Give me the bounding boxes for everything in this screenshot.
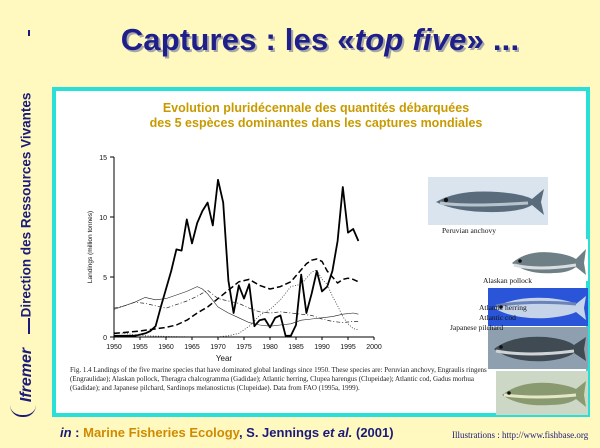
fish-label-herring: Atlantic herring: [479, 303, 527, 312]
y-tick-label: 15: [99, 155, 107, 162]
x-tick-label: 1960: [158, 344, 174, 351]
y-axis-label: Landings (million tonnes): [87, 211, 94, 283]
x-tick-label: 1990: [314, 344, 330, 351]
anchovy-fish-photo: [428, 177, 548, 225]
ifremer-logo-swoosh-icon: [10, 405, 36, 417]
cod-fish-photo: [488, 327, 588, 369]
y-tick-label: 0: [103, 335, 107, 342]
data-point: [238, 303, 239, 304]
sidebar-rule-top: [28, 30, 30, 36]
footer-book: Marine Fisheries Ecology: [83, 425, 239, 440]
footer-authors: , S. Jennings: [238, 425, 320, 440]
x-tick-label: 1970: [210, 344, 226, 351]
figure-caption: Fig. 1.4 Landings of the five marine spe…: [70, 366, 487, 392]
series-line-atlantic-herring: [113, 286, 359, 327]
sidebar: Direction des Ressources Vivantes Ifreme…: [0, 0, 52, 448]
pilchard-fish-photo: [496, 371, 588, 415]
figure-heading-line2: des 5 espèces dominantes dans les captur…: [149, 116, 483, 130]
slide-title-emph: top five: [354, 22, 467, 57]
sidebar-rule-mid: [28, 318, 30, 334]
slide-title-suffix: » ...: [466, 22, 520, 57]
series-line-atlantic-cod: [113, 289, 359, 323]
data-point: [140, 331, 141, 332]
data-point: [353, 328, 354, 329]
footer-source: in : Marine Fisheries Ecology, S. Jennin…: [60, 425, 394, 440]
data-point: [342, 279, 343, 280]
herring-fish-photo: [488, 288, 588, 326]
figure-heading: Evolution pluridécennale des quantités d…: [96, 101, 536, 131]
y-tick-label: 5: [103, 275, 107, 282]
data-point: [332, 296, 333, 297]
y-tick-label: 10: [99, 215, 107, 222]
slide-title-prefix: Captures : les «: [120, 22, 355, 57]
x-tick-label: 1995: [340, 344, 356, 351]
fish-label-pollock: Alaskan pollock: [483, 276, 532, 285]
series-line-peruvian-anchovy: [114, 178, 360, 337]
x-tick-label: 1980: [262, 344, 278, 351]
slide-title: Captures : les «top five» ...: [60, 22, 580, 58]
x-tick-label: 1975: [236, 344, 252, 351]
data-point: [353, 321, 354, 322]
x-tick-label: 1965: [184, 344, 200, 351]
fish-label-cod: Atlantic cod: [479, 313, 516, 322]
x-tick-label: 1950: [106, 344, 122, 351]
figure-heading-line1: Evolution pluridécennale des quantités d…: [162, 101, 470, 115]
footer-illustrations: Illustrations : http://www.fishbase.org: [452, 430, 589, 440]
data-point: [166, 308, 167, 309]
data-point: [332, 321, 333, 322]
data-point: [145, 303, 146, 304]
x-axis-label: Year: [216, 354, 233, 363]
figure-frame: Evolution pluridécennale des quantités d…: [52, 87, 590, 417]
series-line-alaskan-pollock: [113, 258, 359, 335]
x-tick-label: 2000: [366, 344, 382, 351]
x-tick-label: 1955: [132, 344, 148, 351]
fish-label-anchovy: Peruvian anchovy: [442, 226, 496, 235]
footer-etal: et al.: [322, 425, 353, 440]
fish-label-pilchard: Japanese pilchard: [450, 323, 504, 332]
data-point: [166, 327, 167, 328]
data-point: [311, 272, 312, 273]
sidebar-title: Direction des Ressources Vivantes: [18, 92, 34, 318]
ifremer-logo: Ifremer: [18, 347, 35, 403]
data-point: [270, 313, 271, 314]
data-point: [358, 281, 359, 282]
series-line-japanese-pilchard: [113, 269, 359, 338]
landings-chart: 0 5 10 15 1950 1955 1960 1965 1970 1975 1980 1985 19…: [87, 155, 382, 363]
data-point: [358, 329, 359, 330]
pollock-fish-photo: [508, 239, 588, 281]
data-point: [290, 313, 291, 314]
footer-year: (2001): [356, 425, 394, 440]
x-tick-label: 1985: [288, 344, 304, 351]
footer-in: in: [60, 425, 72, 440]
